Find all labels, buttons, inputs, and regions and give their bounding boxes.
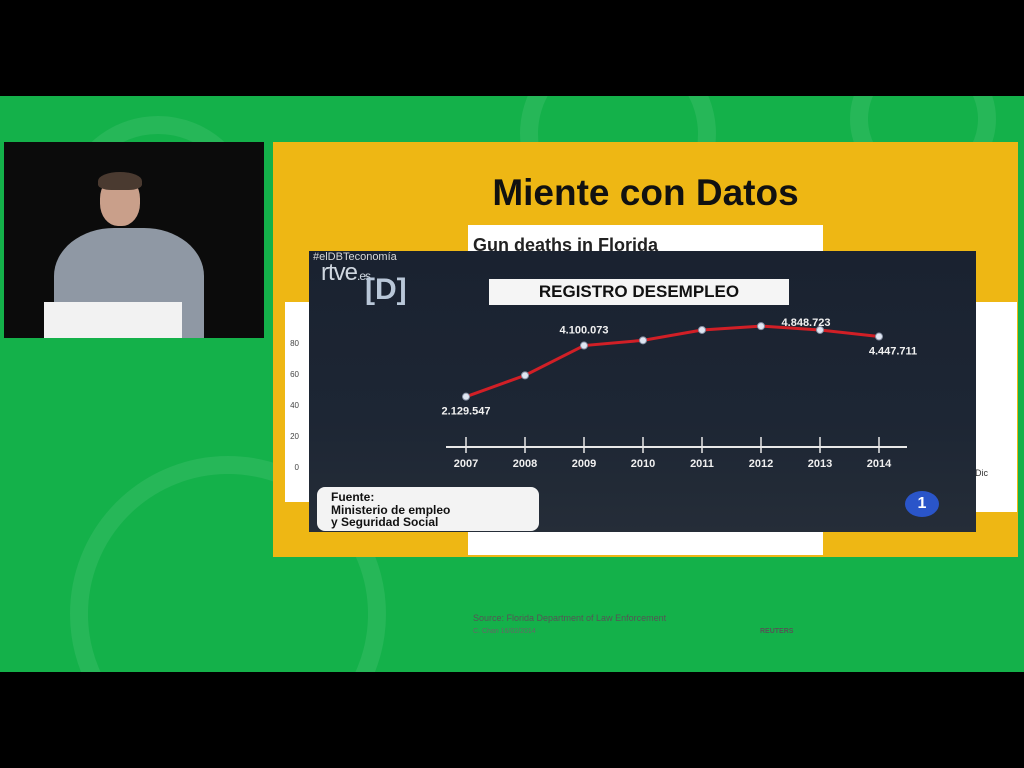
speaker-video	[4, 142, 264, 338]
background-y-axis: 80 60 40 20 0	[290, 339, 300, 472]
rtve-logo-suffix: .es	[357, 269, 371, 283]
data-point	[875, 332, 883, 341]
data-label: 4.100.073	[560, 325, 609, 337]
background-chart-credit: C. Chan 16/02/2014	[473, 628, 536, 635]
unemployment-line-chart: 2007 2008 2009 2010 2011 2012 2013 2014 2.129.54…	[442, 317, 918, 470]
background-chart-source: Source: Florida Department of Law Enforc…	[473, 613, 667, 623]
x-tick-label: 2009	[572, 458, 596, 470]
x-tick-label: 2010	[631, 458, 655, 470]
x-tick-label: 2008	[513, 458, 537, 470]
data-point	[639, 336, 647, 345]
chart-title: REGISTRO DESEMPLEO	[489, 279, 789, 305]
data-label: 2.129.547	[442, 406, 491, 418]
background-y-tick: 60	[290, 370, 299, 379]
background-y-tick: 0	[295, 463, 300, 472]
background-x-tick: Dic	[975, 468, 988, 478]
data-point	[462, 392, 470, 401]
x-tick-label: 2011	[690, 458, 714, 470]
source-label: Fuente:	[331, 490, 375, 504]
presentation-stage: Miente con Datos 80 60 40 20 0 Dic Gun d…	[0, 96, 1024, 672]
slide-title: Miente con Datos	[492, 172, 799, 213]
reuters-logo: REUTERS	[760, 628, 794, 635]
data-label: 4.848.723	[782, 317, 831, 329]
rtve-logo: rtve.es	[321, 259, 371, 287]
data-point	[698, 325, 706, 334]
x-tick-label: 2013	[808, 458, 832, 470]
source-line: y Seguridad Social	[331, 515, 439, 529]
hashtag: #elDBTeconomía	[313, 251, 397, 263]
series-line	[465, 324, 880, 399]
x-tick-label: 2012	[749, 458, 773, 470]
source-box: Fuente: Ministerio de empleo y Seguridad…	[317, 487, 539, 531]
lectern	[44, 302, 182, 338]
rtve-logo-text: rtve	[321, 259, 358, 286]
x-tick-label: 2014	[867, 458, 892, 470]
data-label: 4.447.711	[869, 346, 917, 358]
background-chart-title: Gun deaths in Florida	[473, 235, 659, 255]
source-line: Ministerio de empleo	[331, 503, 451, 517]
data-point	[580, 341, 588, 350]
background-chart-right-panel: Dic	[975, 302, 1017, 512]
la1-logo: 1	[905, 491, 939, 517]
tv-broadcast-frame: #elDBTeconomía rtve.es [D] REGISTRO DESE…	[309, 251, 976, 532]
background-y-tick: 40	[290, 401, 299, 410]
data-point	[521, 371, 529, 380]
data-point	[816, 325, 824, 334]
background-y-tick: 80	[290, 339, 299, 348]
background-y-tick: 20	[290, 432, 299, 441]
speaker-hair	[98, 172, 142, 190]
program-logo: [D]	[365, 273, 407, 306]
data-point	[757, 322, 765, 331]
x-tick-label: 2007	[454, 458, 478, 470]
